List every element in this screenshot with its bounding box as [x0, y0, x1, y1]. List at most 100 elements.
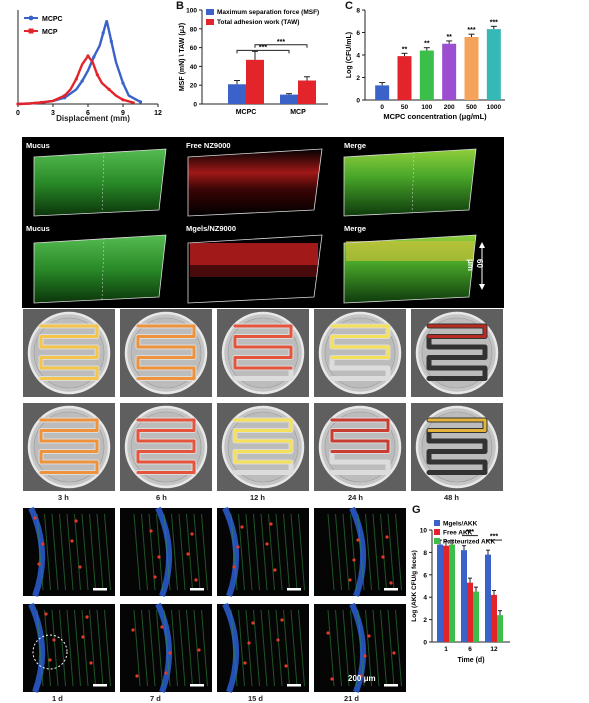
mucus-stain	[66, 609, 74, 687]
bar-taw-mcp	[298, 80, 316, 104]
panel-c-category-label: 200	[444, 104, 455, 111]
panel-c-ytick-label: 2	[356, 75, 360, 82]
akk-bar-chart: 0 2 4 6 8 10 Log (AKK CFU/g feces) 1 6 12 *** *** Ti…	[411, 520, 510, 664]
panel-c-ytick-label: 0	[356, 98, 360, 105]
panel-a-xtick-label: 0	[16, 110, 20, 117]
scale-bar	[384, 588, 398, 591]
panel-a: 0 3 6 9 12 MCPC MCP Displacement (mm)	[0, 0, 170, 128]
bacteria-signal	[44, 612, 48, 616]
series-point-mcpc	[138, 100, 143, 104]
sig-label: ***	[490, 19, 498, 26]
mucus-stain	[104, 609, 111, 687]
series-point-mcp	[74, 77, 78, 81]
panel-b-ytick-label: 60	[190, 45, 198, 52]
nuclei-stain	[222, 506, 240, 598]
mucus-stain	[327, 513, 335, 591]
row1-label-merge: Merge	[344, 141, 367, 150]
bacteria-signal	[153, 575, 157, 579]
fluorescence-signal	[427, 324, 487, 338]
row2-mucus-image	[33, 234, 167, 304]
mucus-stain	[81, 513, 89, 591]
legend-swatch-taw	[206, 19, 214, 25]
mucus-stain	[357, 609, 365, 687]
mucus-stain	[89, 513, 96, 591]
panel-b-ylabel: MSF (mN) \ TAW (μJ)	[179, 23, 186, 91]
legend-label-g-1: Free AKK	[443, 530, 473, 537]
bacteria-signal	[276, 638, 280, 642]
mucus-stain	[148, 609, 156, 687]
mucus-stain	[230, 609, 238, 687]
panel-c: 0 2 4 6 8 Log (CFU/mL) 0 50 ** 100 ** 200 ** 500 *** 10…	[345, 0, 515, 128]
scale-bar	[93, 684, 107, 687]
fluorescence-signal	[39, 418, 99, 474]
mucus-stain	[245, 609, 253, 687]
series-point-mcpc	[92, 55, 96, 59]
mucus-stain	[171, 513, 178, 591]
bacteria-signal	[48, 658, 52, 662]
mucus-stain	[156, 609, 163, 687]
mucus-stain	[335, 609, 342, 687]
bacteria-signal	[273, 568, 277, 572]
legend-label-mcp: MCP	[42, 29, 58, 36]
legend-label-mcpc: MCPC	[42, 16, 63, 23]
nuclei-stain	[349, 602, 367, 694]
legend-label-msf: Maximum separation force (MSF)	[217, 9, 319, 16]
panel-g-ytick-label: 6	[423, 572, 427, 579]
bacteria-signal	[348, 578, 352, 582]
bacteria-signal	[243, 661, 247, 665]
time-label-48h: 48 h	[444, 493, 460, 502]
scale-bar	[287, 684, 301, 687]
legend-label-g-2: Pasteurized AKK	[443, 539, 495, 546]
highlight-circle	[32, 634, 68, 670]
legend-label-g-0: Mgels/AKK	[443, 521, 478, 528]
nuclei-stain	[155, 602, 173, 694]
mucus-stain	[156, 513, 163, 591]
bacteria-signal	[240, 525, 244, 529]
bacteria-signal	[186, 552, 190, 556]
nuclei-stain	[28, 602, 46, 694]
sig-bracket-msf	[236, 49, 290, 54]
panel-g-letter: G	[412, 504, 421, 516]
bacteria-signal	[85, 615, 89, 619]
panel-g-ytick-label: 0	[423, 640, 427, 647]
time-label-6h: 6 h	[156, 493, 167, 502]
bar-free-akk-day-1	[443, 545, 449, 642]
panel-g-xtick-label: 6	[468, 646, 472, 653]
panel-c-letter: C	[345, 0, 353, 12]
mucus-stain	[186, 513, 193, 591]
panel-g-ylabel: Log (AKK CFU/g feces)	[411, 550, 418, 622]
row1-merge-image	[343, 148, 477, 217]
bar-concentration-500	[464, 37, 479, 100]
time-label-12h: 12 h	[250, 493, 266, 502]
scale-bar	[190, 684, 204, 687]
panel-g-xtick-label: 1	[444, 646, 448, 653]
panel-a-xtick-label: 6	[86, 110, 90, 117]
mucus-stain	[245, 513, 253, 591]
panel-b-category-label: MCP	[290, 109, 306, 116]
panel-g-xlabel: Time (d)	[457, 657, 484, 664]
time-label-24h: 24 h	[348, 493, 364, 502]
panel-c-category-label: 50	[401, 104, 409, 111]
bacteria-signal	[131, 628, 135, 632]
bacteria-signal	[389, 581, 393, 585]
bacteria-signal	[160, 625, 164, 629]
mucus-stain	[96, 609, 104, 687]
legend-label-taw: Total adhesion work (TAW)	[217, 19, 299, 26]
mucus-stain	[253, 513, 260, 591]
bar-free-akk-day-12	[491, 594, 497, 642]
sig-label-taw: ***	[277, 39, 285, 46]
confocal-images	[33, 148, 485, 304]
legend-swatch-g-1	[434, 529, 440, 535]
mucus-stain	[335, 513, 342, 591]
fluorescence-signal	[233, 418, 293, 464]
day-label-7: 7 d	[150, 694, 161, 703]
mucus-stain	[298, 513, 305, 591]
sig-label: ***	[467, 27, 475, 34]
nuclei-stain	[349, 506, 367, 598]
bacteria-signal	[284, 664, 288, 668]
bacteria-signal	[385, 535, 389, 539]
bacteria-signal	[78, 565, 82, 569]
histology-grid: 200 μm	[22, 506, 407, 696]
mucus-stain	[275, 609, 283, 687]
sig-label: **	[424, 41, 430, 48]
